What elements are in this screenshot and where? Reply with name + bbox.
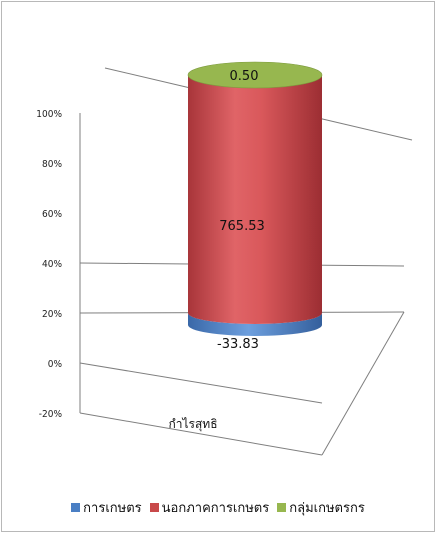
y-tick-label: 100% xyxy=(36,109,62,120)
legend-label: กลุ่มเกษตรกร xyxy=(289,501,365,516)
y-tick-label: 40% xyxy=(42,259,62,270)
y-tick-label: -20% xyxy=(39,409,63,420)
y-tick-label: 0% xyxy=(48,359,63,370)
y-tick-label: 60% xyxy=(42,209,62,220)
bar-segment-farmer-group xyxy=(187,61,323,89)
legend-item: การเกษตร xyxy=(71,497,142,518)
legend-label: การเกษตร xyxy=(83,501,142,516)
category-label: กำไรสุทธิ xyxy=(168,417,217,432)
data-label-non-agriculture: 765.53 xyxy=(219,219,265,234)
legend: การเกษตร นอกภาคการเกษตร กลุ่มเกษตรกร xyxy=(0,497,436,518)
legend-item: กลุ่มเกษตรกร xyxy=(277,497,365,518)
gridline xyxy=(79,362,323,404)
floor-right-edge xyxy=(321,311,405,456)
floor-front-edge xyxy=(79,412,323,456)
data-label-agriculture: -33.83 xyxy=(217,337,259,352)
data-label-farmer-group: 0.50 xyxy=(230,69,259,84)
legend-label: นอกภาคการเกษตร xyxy=(161,501,270,516)
legend-item: นอกภาคการเกษตร xyxy=(149,497,270,518)
bar-segment-agriculture xyxy=(188,313,322,336)
legend-swatch xyxy=(277,503,287,512)
bar-segment-non-agriculture xyxy=(188,75,322,324)
y-tick-label: 20% xyxy=(42,309,62,320)
legend-swatch xyxy=(71,503,81,512)
y-tick-label: 80% xyxy=(42,159,62,170)
legend-swatch xyxy=(149,503,159,512)
